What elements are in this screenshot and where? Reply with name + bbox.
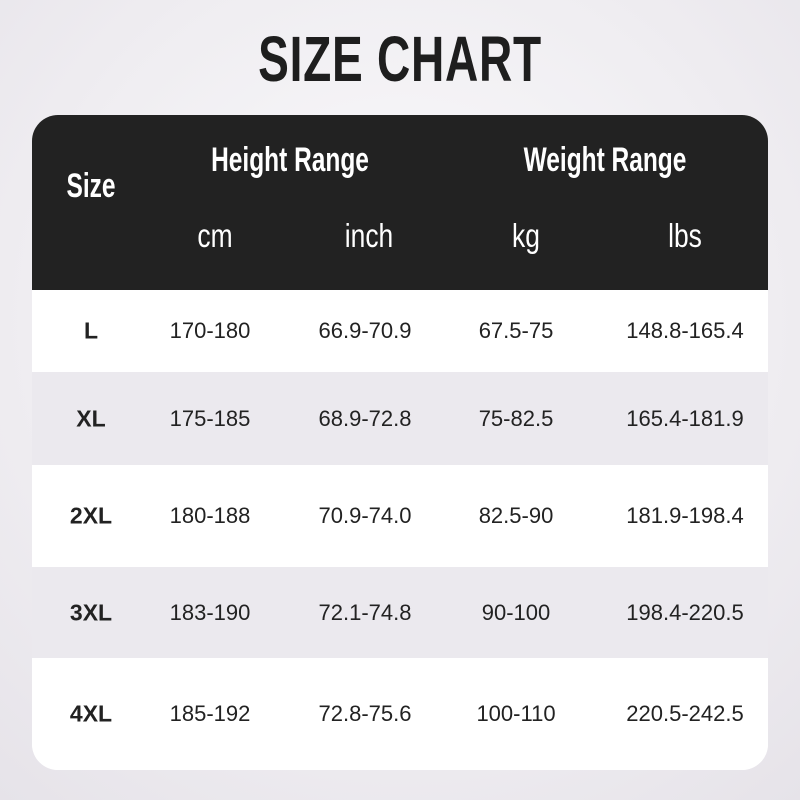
cell-inch: 68.9-72.8 (318, 405, 412, 431)
cell-kg: 90-100 (481, 599, 551, 625)
cell-lbs: 181.9-198.4 (626, 503, 744, 528)
table-row: 2XL 180-188 70.9-74.0 82.5-90 181.9-198.4 (32, 465, 768, 567)
cell-cm: 170-180 (169, 318, 251, 343)
header-size: Size (66, 167, 116, 205)
cell-inch: 66.9-70.9 (318, 318, 412, 343)
cell-size: 4XL (69, 700, 113, 727)
header-weight-range: Weight Range (523, 141, 687, 179)
cell-inch: 72.1-74.8 (318, 599, 412, 625)
cell-lbs: 165.4-181.9 (626, 405, 744, 431)
header-unit-kg: kg (512, 217, 540, 254)
cell-inch: 70.9-74.0 (318, 503, 412, 528)
cell-kg: 67.5-75 (478, 318, 554, 343)
cell-size: 2XL (69, 502, 113, 529)
table-row: 4XL 185-192 72.8-75.6 100-110 220.5-242.5 (32, 658, 768, 770)
header-unit-cm: cm (197, 217, 233, 254)
size-chart-table: Size Height Range Weight Range cm inch k… (32, 115, 768, 770)
cell-cm: 180-188 (169, 503, 251, 528)
cell-lbs: 198.4-220.5 (626, 599, 744, 625)
cell-cm: 175-185 (169, 405, 251, 431)
table-row: 3XL 183-190 72.1-74.8 90-100 198.4-220.5 (32, 567, 768, 658)
cell-size: L (83, 317, 99, 344)
table-row: L 170-180 66.9-70.9 67.5-75 148.8-165.4 (32, 290, 768, 372)
header-height-range: Height Range (211, 141, 369, 179)
cell-lbs: 220.5-242.5 (626, 701, 744, 726)
cell-size: 3XL (69, 599, 113, 625)
cell-kg: 82.5-90 (478, 503, 554, 528)
header-unit-lbs: lbs (668, 217, 702, 254)
cell-cm: 183-190 (169, 599, 251, 625)
cell-kg: 75-82.5 (478, 405, 554, 431)
cell-inch: 72.8-75.6 (318, 701, 412, 726)
cell-cm: 185-192 (169, 701, 251, 726)
page-title: SIZE CHART (258, 23, 542, 95)
table-row: XL 175-185 68.9-72.8 75-82.5 165.4-181.9 (32, 372, 768, 465)
table-header: Size Height Range Weight Range cm inch k… (32, 115, 768, 290)
header-unit-inch: inch (344, 217, 394, 254)
cell-kg: 100-110 (476, 701, 556, 726)
cell-size: XL (76, 405, 106, 431)
cell-lbs: 148.8-165.4 (626, 318, 744, 343)
